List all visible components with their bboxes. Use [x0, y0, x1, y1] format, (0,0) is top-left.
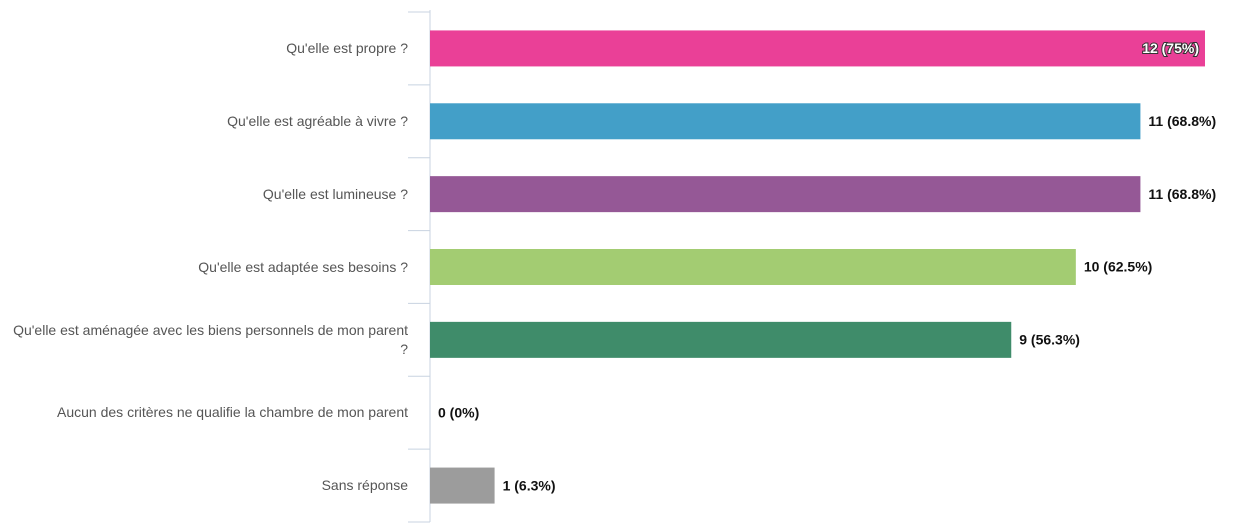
bar: [430, 467, 495, 504]
value-label: 10 (62.5%): [1084, 259, 1152, 275]
value-label: 9 (56.3%): [1019, 332, 1080, 348]
category-text: Qu'elle est propre ?: [286, 39, 408, 56]
category-label: Qu'elle est propre ?: [0, 12, 408, 85]
category-label: Sans réponse: [0, 449, 408, 522]
value-label: 1 (6.3%): [503, 477, 556, 493]
bar: [430, 30, 1205, 67]
category-label: Qu'elle est lumineuse ?: [0, 158, 408, 231]
category-label: Aucun des critères ne qualifie la chambr…: [0, 376, 408, 449]
category-label: Qu'elle est aménagée avec les biens pers…: [0, 303, 408, 376]
value-label: 11 (68.8%): [1148, 186, 1216, 202]
bar: [430, 103, 1141, 140]
bar: [430, 321, 1012, 358]
value-label: 11 (68.8%): [1148, 113, 1216, 129]
category-text: Qu'elle est aménagée avec les biens pers…: [13, 321, 408, 357]
category-text: Qu'elle est agréable à vivre ?: [227, 112, 408, 129]
category-text: Aucun des critères ne qualifie la chambr…: [57, 404, 408, 421]
category-label: Qu'elle est adaptée ses besoins ?: [0, 231, 408, 304]
category-text: Qu'elle est lumineuse ?: [262, 185, 408, 202]
category-label: Qu'elle est agréable à vivre ?: [0, 85, 408, 158]
bar: [430, 249, 1076, 285]
category-text: Qu'elle est adaptée ses besoins ?: [198, 258, 408, 275]
value-label: 0 (0%): [438, 404, 479, 420]
category-text: Sans réponse: [321, 477, 408, 494]
bar: [430, 176, 1141, 213]
value-label: 12 (75%): [1142, 40, 1199, 56]
